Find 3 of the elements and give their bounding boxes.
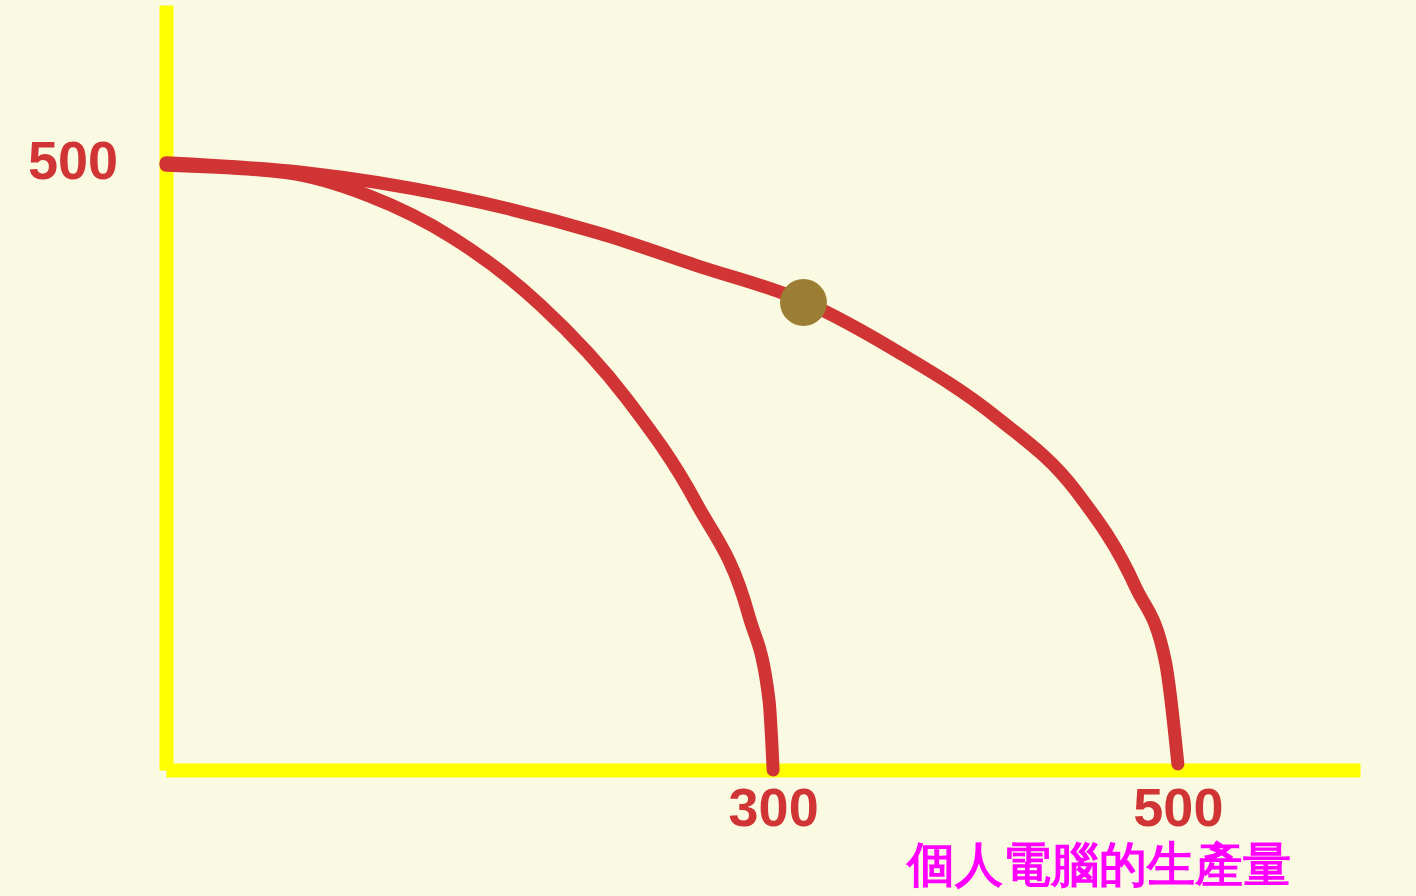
x-tick-label: 300 bbox=[728, 776, 819, 837]
x-axis-title: 個人電腦的生產量 bbox=[904, 835, 1291, 892]
annotation: 500 bbox=[27, 129, 118, 190]
